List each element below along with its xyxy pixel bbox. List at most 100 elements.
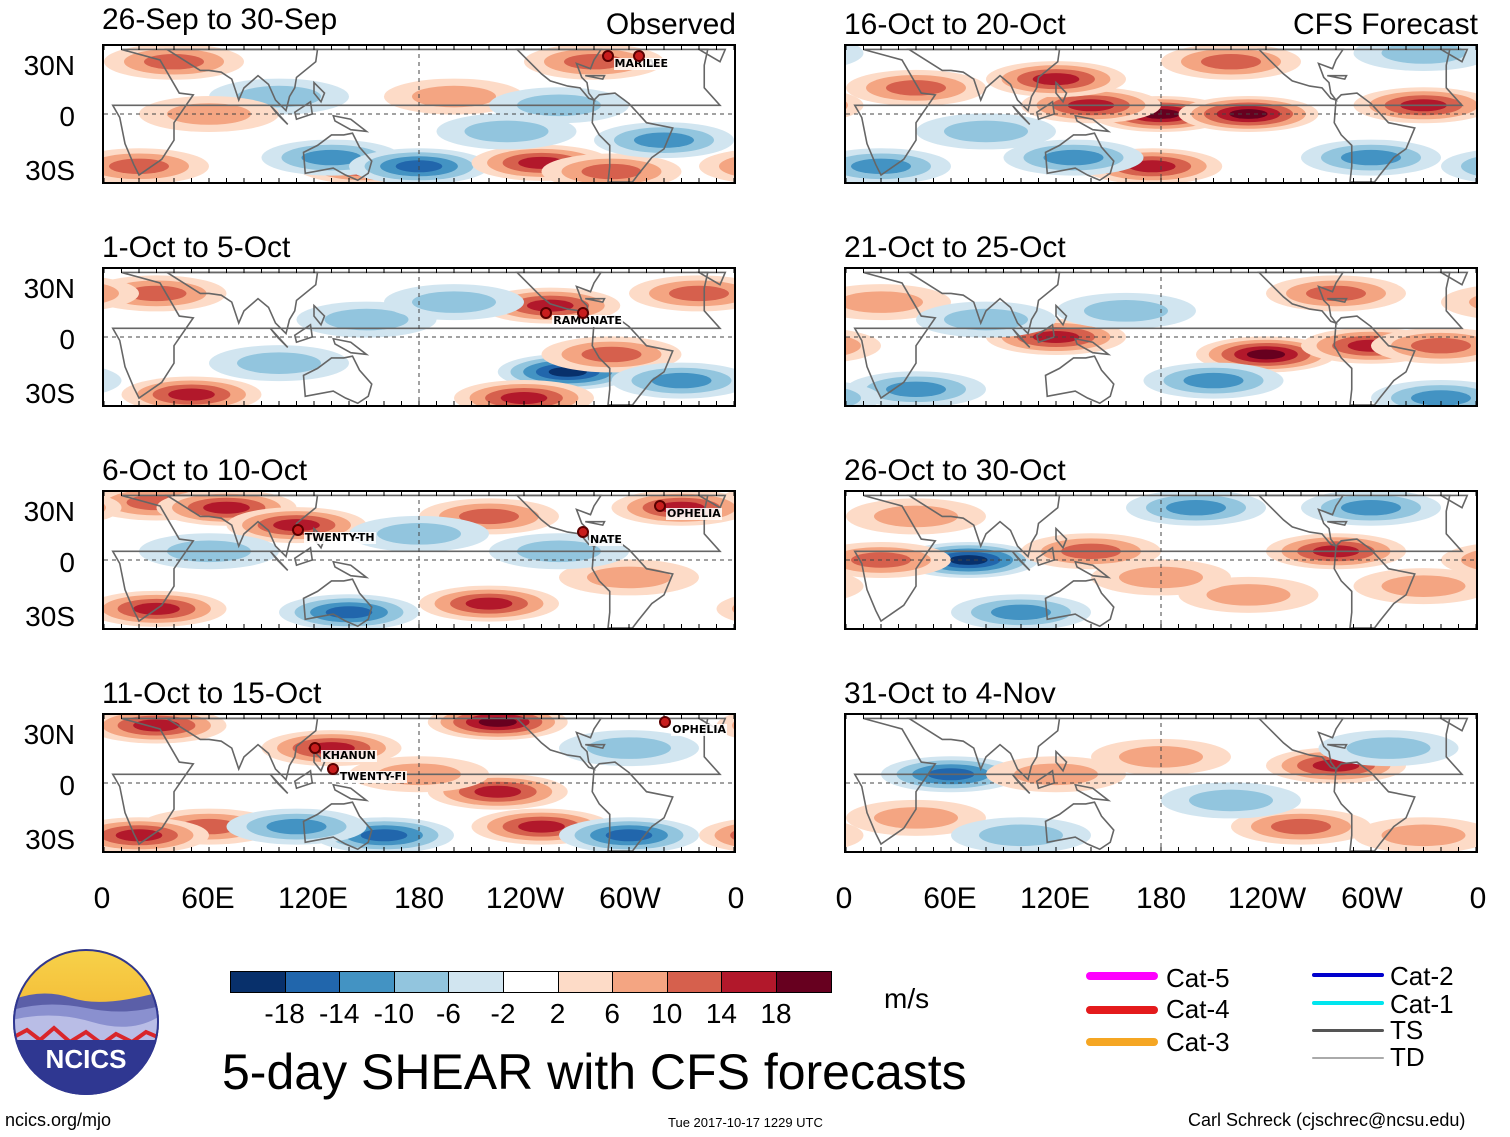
coastline: [111, 717, 722, 846]
positive-shear-contour: [526, 299, 574, 312]
lon-label: 60E: [181, 882, 235, 915]
positive-shear-contour: [699, 150, 734, 182]
positive-shear-contour: [478, 717, 517, 727]
positive-shear-contour: [203, 501, 250, 514]
coastline: [1074, 783, 1112, 802]
storm-name: RAMON: [552, 313, 601, 327]
colorbar-swatch: [503, 971, 559, 993]
positive-shear-contour: [1271, 818, 1331, 835]
negative-shear-contour: [325, 606, 373, 619]
footer-url[interactable]: ncics.org/mjo: [5, 1110, 112, 1130]
colorbar-swatch: [393, 971, 450, 993]
negative-shear-contour: [237, 352, 321, 374]
negative-shear-contour: [1381, 46, 1466, 64]
positive-shear-contour: [109, 158, 169, 175]
unit-label: m/s: [884, 983, 930, 1014]
coastline: [1044, 132, 1115, 182]
negative-shear-contour: [651, 372, 712, 389]
positive-shear-contour: [1441, 544, 1476, 576]
positive-shear-contour: [1441, 286, 1476, 318]
positive-shear-contour: [465, 597, 513, 610]
legend-swatch-cat2: [1312, 973, 1384, 977]
negative-shear-contour: [1341, 499, 1401, 516]
negative-shear-contour: [464, 120, 549, 143]
colorbar-label: 6: [604, 998, 620, 1029]
positive-shear-contour: [104, 503, 106, 512]
positive-shear-contour: [518, 820, 565, 833]
lat-label: 30S: [25, 601, 75, 632]
coastline: [332, 560, 370, 579]
ncics-logo: NCICS: [12, 948, 160, 1096]
coastline: [853, 48, 1464, 177]
negative-shear-contour: [1441, 150, 1476, 182]
positive-shear-contour: [1119, 566, 1203, 589]
colorbar-swatch: [448, 971, 504, 993]
shear-map-panel: [844, 44, 1478, 184]
shear-field: [846, 46, 1476, 182]
coastline: [332, 114, 370, 133]
ncics-logo-text: NCICS: [45, 1044, 127, 1074]
positive-shear-contour: [1381, 575, 1466, 597]
positive-shear-contour: [581, 346, 642, 363]
storm-name: TWENTY-FI: [338, 770, 408, 784]
positive-shear-contour: [732, 721, 734, 730]
lat-label: 30N: [23, 273, 75, 304]
positive-shear-contour: [669, 285, 729, 302]
coastline: [696, 271, 727, 286]
storm-name: LEE: [645, 57, 670, 71]
coastline: [585, 297, 606, 304]
coastline: [591, 761, 674, 851]
positive-shear-contour: [1032, 73, 1080, 86]
coastline: [332, 337, 370, 356]
positive-shear-contour: [500, 392, 548, 405]
coastline: [1438, 494, 1469, 509]
colorbar-label: -6: [435, 998, 461, 1029]
positive-shear-contour: [1246, 349, 1286, 360]
legend-label: TS: [1390, 1015, 1424, 1045]
coastline: [1044, 355, 1115, 405]
lon-label: 60W: [599, 882, 661, 915]
storm-marker: [601, 50, 614, 63]
coastline: [1257, 271, 1345, 325]
colorbar-swatch: [721, 971, 777, 993]
positive-shear-contour: [886, 80, 946, 96]
coastline: [1055, 80, 1068, 104]
positive-shear-contour: [1206, 584, 1291, 606]
lat-label: 0: [59, 324, 75, 355]
storm-marker: [291, 524, 304, 537]
positive-shear-contour: [104, 495, 122, 520]
coastline: [164, 271, 319, 336]
negative-shear-contour: [634, 132, 694, 148]
coastline: [906, 48, 1061, 113]
coastline: [1055, 749, 1068, 773]
colorbar-swatch: [612, 971, 668, 993]
shear-field: [104, 492, 734, 628]
legend-label: Cat-4: [1166, 994, 1230, 1024]
lon-label: 120E: [277, 882, 349, 915]
storm-marker: [309, 742, 322, 755]
coastline: [269, 327, 289, 349]
coastline: [313, 303, 326, 327]
coastline: [1327, 297, 1348, 304]
negative-shear-contour: [605, 829, 653, 842]
coastline: [585, 520, 606, 527]
coastline: [585, 743, 606, 750]
negative-shear-contour: [412, 291, 496, 313]
colorbar-label: 10: [651, 998, 683, 1029]
storm-name: OPHELIA: [666, 506, 722, 520]
positive-shear-contour: [874, 807, 958, 829]
lat-label: 30N: [23, 50, 75, 81]
negative-shear-contour: [886, 381, 946, 398]
storm-name: NATE: [589, 533, 623, 547]
storm-marker: [540, 306, 553, 319]
coastline: [1011, 773, 1031, 795]
negative-shear-contour: [1084, 300, 1168, 322]
coastline: [111, 271, 722, 400]
positive-shear-contour: [846, 823, 864, 848]
panel-title: 6-Oct to 10-Oct: [102, 454, 308, 487]
panel-title: 31-Oct to 4-Nov: [844, 677, 1056, 710]
coastline: [1333, 761, 1416, 851]
lon-label: 120E: [1019, 882, 1091, 915]
lon-label: 180: [1135, 882, 1187, 915]
shear-field: [104, 269, 734, 405]
